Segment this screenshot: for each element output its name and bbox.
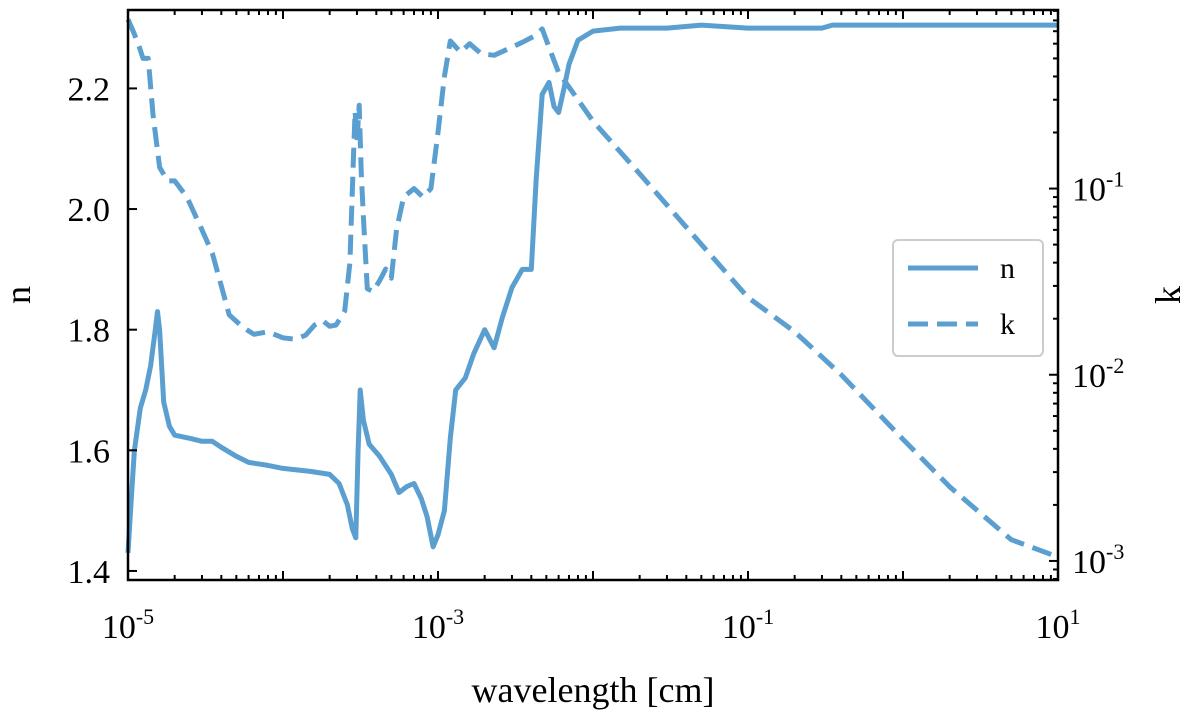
k-tick-label: 10-2 [1072, 353, 1124, 395]
y-tick-label: 1.4 [68, 554, 111, 591]
y-tick-label: 2.2 [68, 71, 111, 108]
series-line-k [125, 18, 1059, 560]
k-tick-label: 10-1 [1072, 167, 1124, 209]
x-tick-label: 10-1 [722, 604, 774, 646]
k-tick-label: 10-3 [1072, 539, 1124, 581]
plot-lines [125, 18, 1059, 560]
y-tick-label: 2.0 [68, 192, 111, 229]
legend: n k [892, 239, 1044, 357]
legend-label-n: n [1000, 252, 1015, 285]
left-axis-title: n [0, 286, 38, 304]
legend-box [892, 239, 1044, 357]
x-tick-label: 101 [1036, 604, 1081, 646]
y-tick-label: 1.8 [68, 313, 111, 350]
y-tick-label: 1.6 [68, 433, 111, 470]
series-line-n [125, 22, 1058, 554]
x-axis-title: wavelength [cm] [472, 670, 715, 710]
right-axis-ticks: 10-3 10-2 10-1 [1049, 9, 1124, 581]
x-tick-label: 10-3 [412, 604, 464, 646]
x-tick-label: 10-5 [102, 604, 154, 646]
right-axis-title: k [1148, 286, 1188, 304]
left-axis-ticks: 1.4 1.6 1.8 2.0 2.2 [68, 71, 137, 591]
x-axis-ticks: 10-5 10-3 10-1 101 [102, 10, 1081, 646]
legend-label-k: k [1000, 308, 1015, 341]
